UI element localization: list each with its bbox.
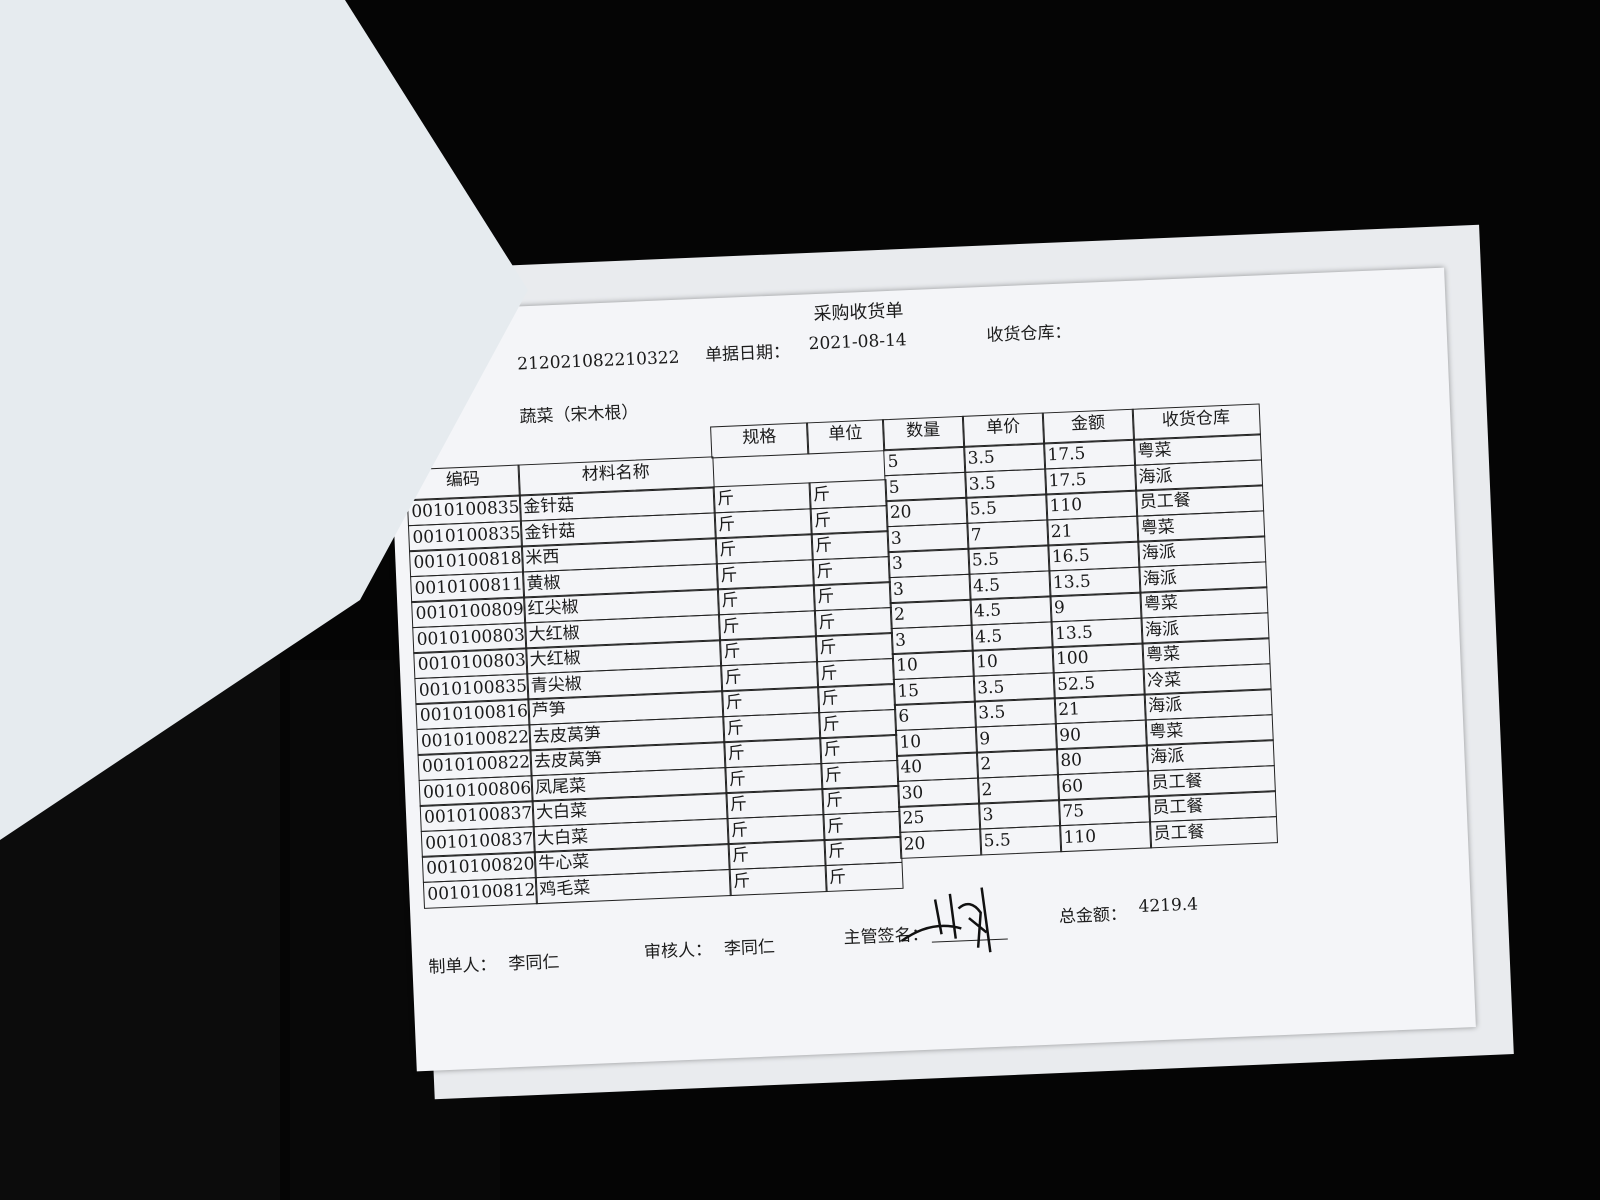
supervisor-signature (901, 887, 992, 953)
receipt-document: 采购收货单 212021082210322 单据日期： 2021-08-14 收… (385, 267, 1476, 1072)
